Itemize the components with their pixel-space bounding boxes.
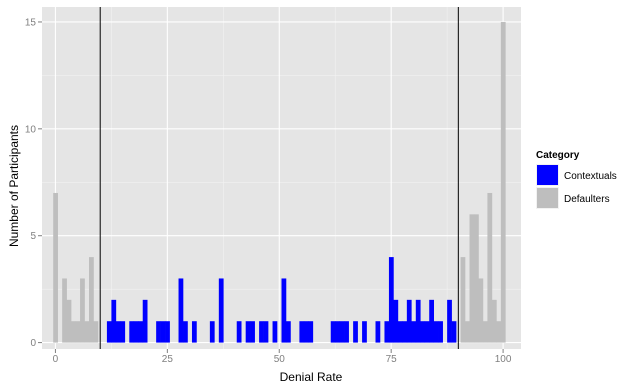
bar-contextuals <box>285 321 291 343</box>
bar-contextuals <box>259 321 264 343</box>
bar-defaulters <box>487 192 493 343</box>
bar-contextuals <box>106 321 112 343</box>
bar-contextuals <box>447 299 452 343</box>
bar-contextuals <box>397 321 403 343</box>
bar-contextuals <box>451 321 457 343</box>
bar-defaulters <box>84 321 90 343</box>
bar-contextuals <box>133 321 139 343</box>
bar-contextuals <box>191 321 197 343</box>
x-tick-label: 75 <box>386 354 398 365</box>
bar-contextuals <box>245 321 251 343</box>
bar-contextuals <box>433 321 439 343</box>
bar-defaulters <box>460 257 466 343</box>
bar-defaulters <box>62 278 67 343</box>
x-tick-label: 25 <box>162 354 174 365</box>
y-tick-label: 10 <box>25 124 37 135</box>
bar-defaulters <box>75 321 81 343</box>
bar-contextuals <box>353 321 358 343</box>
bar-defaulters <box>473 214 479 343</box>
bar-contextuals <box>160 321 166 343</box>
bar-contextuals <box>178 278 184 343</box>
bar-contextuals <box>209 321 215 343</box>
bar-contextuals <box>393 299 399 343</box>
bar-contextuals <box>218 278 224 343</box>
bar-contextuals <box>420 321 426 343</box>
legend-swatch-contextuals <box>537 165 558 185</box>
bar-contextuals <box>281 278 287 343</box>
bar-contextuals <box>375 321 381 343</box>
bar-contextuals <box>362 321 367 343</box>
x-tick-label: 100 <box>495 354 512 365</box>
bar-contextuals <box>111 299 117 343</box>
x-axis-title: Denial Rate <box>280 370 343 384</box>
bar-contextuals <box>335 321 340 343</box>
bar-contextuals <box>438 321 443 343</box>
y-tick-label: 0 <box>30 338 36 349</box>
bar-contextuals <box>411 321 417 343</box>
bar-defaulters <box>482 321 488 343</box>
bar-defaulters <box>491 299 497 343</box>
bar-contextuals <box>236 321 242 343</box>
bar-defaulters <box>71 321 76 343</box>
bar-contextuals <box>330 321 336 343</box>
bar-contextuals <box>115 321 121 343</box>
bar-contextuals <box>165 321 170 343</box>
x-tick-label: 0 <box>53 354 59 365</box>
histogram-bars <box>53 21 506 343</box>
bar-contextuals <box>263 321 269 343</box>
bar-contextuals <box>272 321 278 343</box>
bar-contextuals <box>402 321 408 343</box>
bar-contextuals <box>138 321 144 343</box>
bar-contextuals <box>250 321 255 343</box>
bar-contextuals <box>183 321 188 343</box>
bar-contextuals <box>299 321 305 343</box>
bar-contextuals <box>406 299 412 343</box>
bar-contextuals <box>129 321 135 343</box>
bar-defaulters <box>80 278 85 343</box>
y-tick-label: 15 <box>25 17 37 28</box>
bar-defaulters <box>89 257 94 343</box>
x-tick-label: 50 <box>274 354 286 365</box>
bar-defaulters <box>469 214 475 343</box>
bar-defaulters <box>465 321 470 343</box>
bar-defaulters <box>53 192 58 343</box>
bar-contextuals <box>303 321 309 343</box>
bar-contextuals <box>339 321 345 343</box>
bar-defaulters <box>66 299 72 343</box>
y-tick-label: 5 <box>30 231 36 242</box>
axis-ticks: 0 25 50 75 100 0 5 10 15 <box>25 17 512 365</box>
bar-contextuals <box>156 321 161 343</box>
bar-contextuals <box>142 299 148 343</box>
bar-contextuals <box>429 299 435 343</box>
bar-contextuals <box>120 321 126 343</box>
legend-label-defaulters: Defaulters <box>564 194 610 205</box>
minor-gridlines <box>42 7 521 349</box>
legend-swatch-defaulters <box>537 188 558 208</box>
legend: Category Contextuals Defaulters <box>536 150 617 209</box>
bar-defaulters <box>93 321 99 343</box>
bar-defaulters <box>496 321 502 343</box>
bar-contextuals <box>388 257 394 343</box>
legend-label-contextuals: Contextuals <box>564 171 617 182</box>
bar-contextuals <box>308 321 314 343</box>
bar-contextuals <box>384 321 390 343</box>
bar-defaulters <box>500 21 506 343</box>
bar-defaulters <box>478 278 484 343</box>
bar-contextuals <box>344 321 349 343</box>
y-axis-title: Number of Participants <box>7 125 21 247</box>
threshold-lines <box>99 7 459 349</box>
legend-title: Category <box>536 150 580 161</box>
bar-contextuals <box>415 299 421 343</box>
bar-contextuals <box>424 321 430 343</box>
